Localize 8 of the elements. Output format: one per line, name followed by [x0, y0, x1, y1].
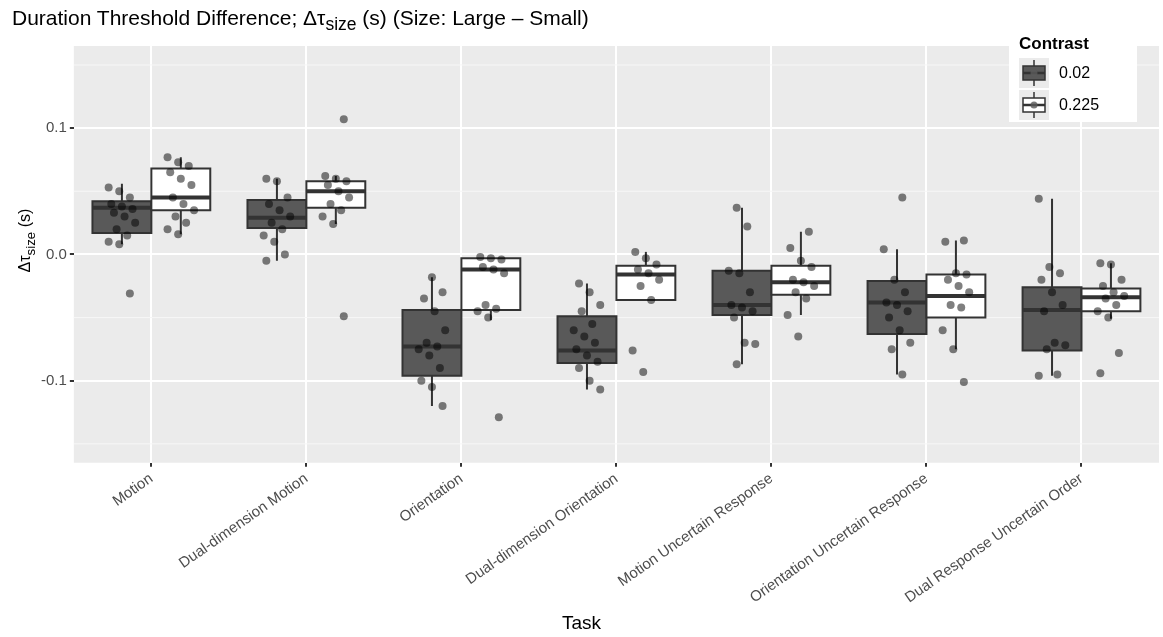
chart-title: Duration Threshold Difference; Δτ$_{size}$ (s) (Size: Large – Small) — [12, 6, 589, 36]
y-tick-label: -0.1 — [40, 370, 67, 388]
x-axis-title: Task — [560, 612, 603, 634]
y-tick-label: 0.1 — [45, 118, 67, 136]
legend-title: Contrast — [1019, 33, 1090, 53]
legend-label: 0.02 — [1059, 64, 1091, 82]
y-tick-label: 0.0 — [45, 244, 67, 262]
legend-label: 0.225 — [1059, 96, 1100, 114]
